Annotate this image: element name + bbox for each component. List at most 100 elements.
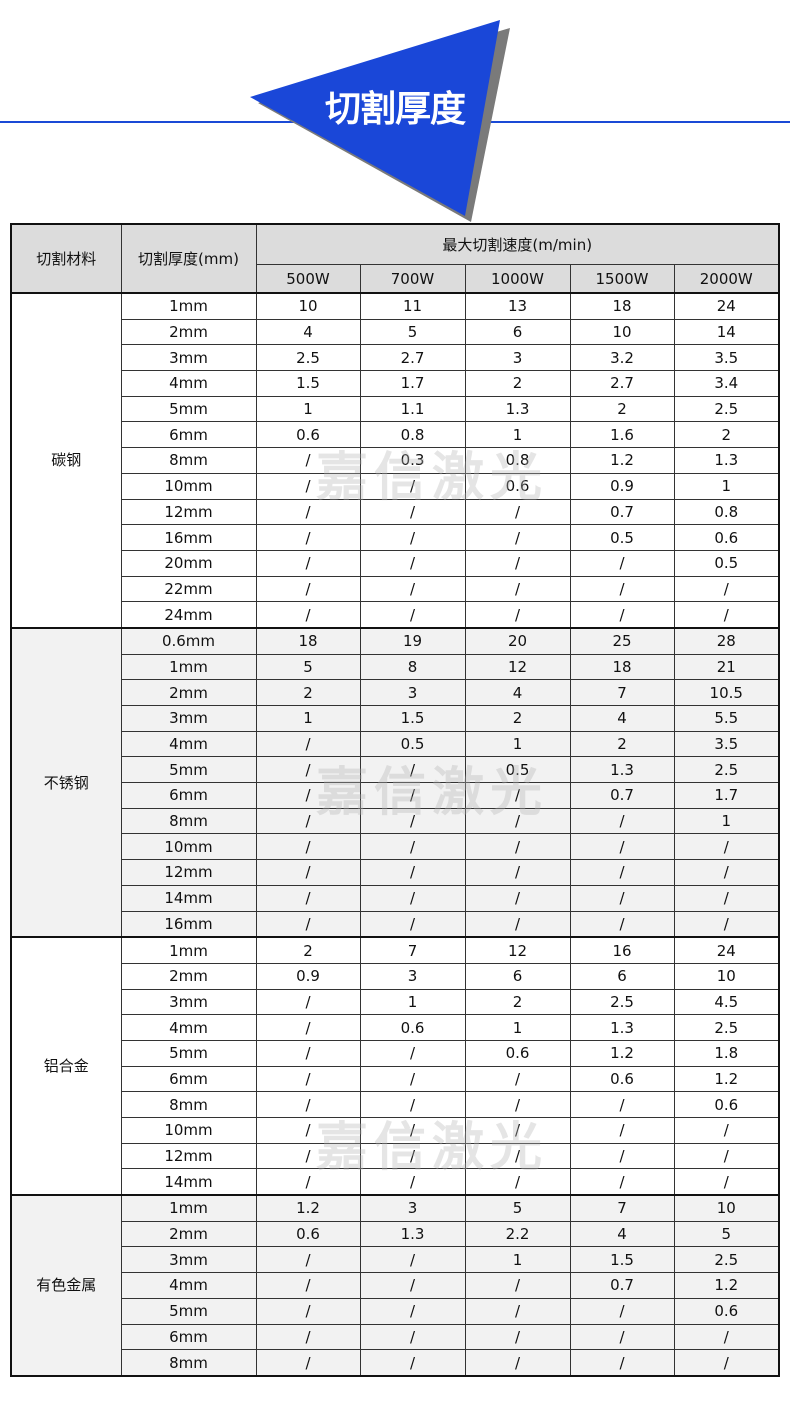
thickness-cell: 4mm: [120, 1014, 257, 1041]
table-row: 12mm / / / / /: [11, 859, 780, 886]
speed-cell: /: [255, 884, 361, 912]
speed-cell: 0.6: [464, 1039, 571, 1067]
speed-cell: /: [255, 1117, 361, 1144]
speed-cell: /: [569, 549, 675, 577]
thickness-cell: 8mm: [120, 447, 257, 474]
speed-cell: 0.7: [569, 498, 675, 526]
thickness-cell: 3mm: [120, 705, 257, 732]
speed-cell: 3: [359, 679, 466, 706]
speed-cell: 1: [255, 705, 361, 732]
speed-cell: /: [464, 910, 571, 938]
table-row: 6mm / //0.6 1.2: [11, 1065, 780, 1093]
speed-cell: /: [359, 884, 466, 912]
speed-cell: 1.2: [569, 447, 675, 474]
speed-cell: 0.8: [359, 421, 466, 449]
speed-cell: /: [673, 1168, 780, 1196]
table-row: 3mm //1 1.5 2.5: [11, 1246, 780, 1274]
speed-cell: 0.6: [673, 524, 780, 551]
cutting-thickness-table: 切割材料 切割厚度(mm) 最大切割速度(m/min) 500W 700W 1000…: [10, 223, 780, 1377]
speed-cell: 18: [569, 291, 675, 320]
speed-cell: /: [359, 859, 466, 886]
speed-cell: /: [359, 498, 466, 526]
speed-cell: 4: [569, 705, 675, 732]
speed-cell: /: [464, 575, 571, 603]
thickness-cell: 16mm: [120, 524, 257, 551]
table-row: 12mm / //0.7 0.8: [11, 498, 780, 526]
speed-cell: 1.7: [673, 782, 780, 809]
speed-cell: /: [255, 833, 361, 861]
speed-cell: 1.8: [673, 1039, 780, 1067]
table-row: 16mm / / / / /: [11, 910, 780, 938]
speed-cell: 4: [255, 318, 361, 346]
table-row: 10mm //0.6 0.9 1: [11, 472, 780, 500]
speed-cell: /: [569, 1297, 675, 1325]
thickness-cell: 10mm: [120, 833, 257, 861]
speed-cell: 1.3: [359, 1220, 466, 1248]
speed-cell: 8: [359, 653, 466, 681]
speed-cell: 0.6: [255, 1220, 361, 1248]
table-row: 4mm/0.5 1 2 3.5: [11, 730, 780, 758]
speed-cell: /: [359, 910, 466, 938]
speed-cell: /: [255, 472, 361, 500]
speed-cell: /: [255, 1297, 361, 1325]
thickness-cell: 10mm: [120, 472, 257, 500]
section-title: 切割厚度: [324, 89, 466, 130]
material-cell: 碳钢: [10, 292, 122, 629]
header-power-1000w: 1000W: [464, 264, 571, 294]
speed-cell: 3.4: [673, 370, 780, 397]
table-row: 2mm 0.6 1.3 2.2 4 5: [11, 1220, 780, 1248]
speed-cell: 1: [464, 1014, 571, 1041]
thickness-cell: 1mm: [120, 1194, 257, 1222]
table-row: 12mm / / / / /: [11, 1142, 780, 1170]
speed-cell: 2.5: [673, 395, 780, 423]
thickness-cell: 2mm: [120, 1220, 257, 1248]
thickness-cell: 2mm: [120, 318, 257, 346]
thickness-cell: 12mm: [120, 1142, 257, 1170]
speed-cell: 1.5: [359, 705, 466, 732]
table-row: 8mm / / //0.6: [11, 1091, 780, 1118]
speed-cell: 3.5: [673, 344, 780, 372]
speed-cell: 0.6: [569, 1065, 675, 1093]
speed-cell: 19: [359, 626, 466, 655]
speed-cell: /: [464, 1272, 571, 1299]
speed-cell: /: [255, 730, 361, 758]
thickness-cell: 1mm: [120, 653, 257, 681]
thickness-cell: 0.6mm: [120, 626, 257, 655]
speed-cell: 1.1: [359, 395, 466, 423]
thickness-cell: 3mm: [120, 344, 257, 372]
speed-cell: 11: [359, 291, 466, 320]
table-row: 8mm / / / / /: [11, 1349, 780, 1377]
speed-cell: /: [673, 1323, 780, 1351]
speed-cell: 13: [464, 291, 571, 320]
speed-cell: /: [255, 910, 361, 938]
speed-cell: 5.5: [673, 705, 780, 732]
speed-cell: 5: [359, 318, 466, 346]
speed-cell: 1: [673, 472, 780, 500]
header-material: 切割材料: [10, 223, 122, 294]
speed-cell: /: [464, 1297, 571, 1325]
speed-cell: /: [255, 859, 361, 886]
thickness-cell: 5mm: [120, 1039, 257, 1067]
speed-cell: 24: [673, 291, 780, 320]
speed-cell: /: [255, 1014, 361, 1041]
speed-cell: 4: [569, 1220, 675, 1248]
table-row: 铝合金 1mm 2 7 12 16 24: [10, 936, 780, 1196]
speed-cell: 6: [569, 962, 675, 990]
speed-cell: /: [569, 884, 675, 912]
speed-cell: /: [359, 782, 466, 809]
speed-cell: /: [673, 1117, 780, 1144]
speed-cell: 10: [673, 962, 780, 990]
thickness-cell: 2mm: [120, 962, 257, 990]
speed-cell: 2: [464, 370, 571, 397]
speed-cell: /: [359, 1349, 466, 1377]
speed-cell: 2: [569, 395, 675, 423]
speed-cell: 1.2: [673, 1272, 780, 1299]
speed-cell: 0.5: [464, 756, 571, 784]
speed-cell: 2: [255, 679, 361, 706]
speed-cell: /: [673, 884, 780, 912]
speed-cell: /: [464, 884, 571, 912]
speed-cell: /: [359, 833, 466, 861]
speed-cell: 1: [673, 807, 780, 835]
speed-cell: /: [464, 524, 571, 551]
speed-cell: /: [569, 601, 675, 629]
